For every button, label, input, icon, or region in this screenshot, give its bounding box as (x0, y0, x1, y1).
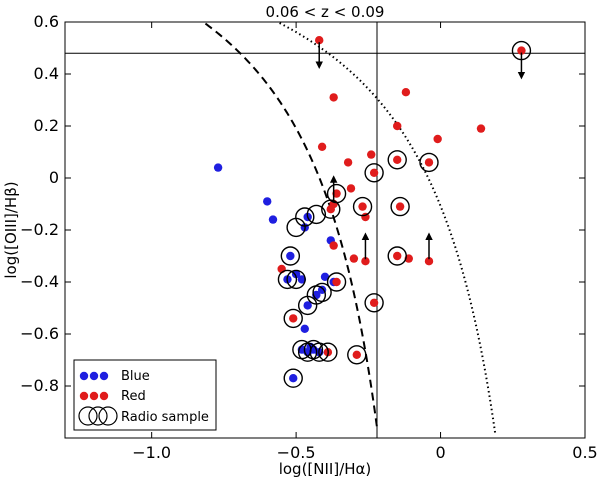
legend-label-red: Red (121, 389, 146, 404)
red-point (476, 124, 486, 133)
blue-point (291, 270, 301, 279)
red-point (393, 251, 402, 261)
red-point (517, 46, 526, 55)
y-tick-label: −0.6 (20, 324, 59, 343)
radio-sample-circle (419, 152, 439, 173)
red-point (369, 298, 379, 307)
blue-point (320, 272, 330, 281)
red-point (433, 134, 442, 144)
radio-sample-circle (277, 269, 298, 290)
legend-marker-blue (99, 371, 109, 381)
y-tick-label: −0.8 (20, 376, 59, 395)
legend-marker-red (79, 391, 89, 401)
radio-sample-circle (352, 196, 373, 217)
radio-sample-circle (387, 150, 407, 170)
legend: Blue Red Radio sample (73, 359, 217, 431)
radio-sample-circle (511, 40, 532, 61)
blue-point (300, 324, 309, 333)
dotted-demarcation-curve (275, 22, 497, 436)
red-point (332, 189, 341, 198)
legend-marker-red (89, 391, 99, 401)
radio-sample-circle (280, 246, 301, 266)
y-tick-label: 0.4 (34, 64, 59, 83)
radio-sample-circle (283, 308, 303, 329)
red-point (317, 142, 327, 151)
red-point (424, 158, 434, 167)
blue-point (263, 197, 272, 206)
chart-title: 0.06 < z < 0.09 (266, 3, 385, 21)
x-tick-label: −0.5 (277, 443, 316, 462)
blue-point (286, 251, 295, 261)
legend-marker-blue (89, 371, 99, 381)
red-point (329, 93, 338, 102)
x-axis-title: log([NII]/Hα) (279, 460, 372, 478)
blue-point (303, 301, 312, 310)
legend-marker-radio (78, 406, 98, 426)
y-axis-title: log([OIII]/Hβ) (2, 181, 20, 278)
y-tick-label: 0.2 (34, 116, 59, 135)
radio-sample-circle (364, 163, 384, 183)
red-point (352, 350, 361, 359)
red-point (289, 314, 298, 323)
red-point (393, 155, 402, 164)
radio-sample-circle (387, 246, 407, 266)
radio-sample-circle (309, 342, 329, 362)
red-point (395, 202, 405, 211)
radio-sample-circle (286, 269, 306, 290)
plot-area (65, 22, 585, 438)
legend-box (73, 359, 217, 431)
legend-marker-blue (79, 371, 89, 381)
y-tick-label: −0.4 (20, 272, 59, 291)
red-point (332, 277, 341, 287)
red-point (369, 168, 379, 177)
red-point (358, 202, 367, 211)
legend-label-blue: Blue (121, 369, 150, 384)
x-tick-label: −1.0 (132, 443, 171, 462)
legend-marker-radio (98, 406, 118, 426)
y-tick-label: 0.6 (34, 12, 59, 31)
red-point (346, 184, 356, 193)
radio-sample-circle (326, 272, 347, 292)
red-point (329, 241, 338, 250)
radio-sample-circle (297, 295, 318, 316)
legend-marker-red (99, 391, 109, 401)
x-tick-label: 0.5 (572, 443, 597, 462)
radio-sample-circle (321, 199, 341, 219)
radio-sample-circle (283, 368, 303, 388)
legend-marker-radio (88, 406, 108, 426)
red-point (367, 150, 376, 159)
radio-sample-circle (390, 196, 410, 217)
legend-label-radio: Radio sample (121, 410, 209, 425)
blue-point (289, 374, 298, 383)
y-tick-label: 0 (49, 168, 59, 187)
red-point (315, 36, 324, 45)
blue-point (268, 215, 278, 224)
axis-ticks: −1.0 −0.5 0 0.5 0.6 0.4 0.2 0 −0.2 −0.4 −0.6 −0.8 (20, 12, 598, 462)
radio-sample-circle (306, 204, 327, 225)
red-point (361, 257, 370, 266)
radio-sample-circle (364, 293, 384, 313)
radio-sample-circle (286, 217, 306, 238)
red-point (401, 88, 411, 97)
red-point (424, 257, 434, 266)
y-tick-label: −0.2 (20, 220, 59, 239)
red-point (349, 254, 359, 263)
red-point (393, 121, 402, 131)
blue-point (297, 275, 307, 284)
red-point (343, 158, 353, 167)
x-tick-label: 0 (435, 443, 445, 462)
radio-sample-circle (312, 282, 332, 303)
blue-point (213, 163, 223, 172)
radio-sample-circle (347, 345, 367, 365)
radio-sample-circle (318, 342, 338, 362)
dashed-demarcation-curve (201, 22, 378, 428)
